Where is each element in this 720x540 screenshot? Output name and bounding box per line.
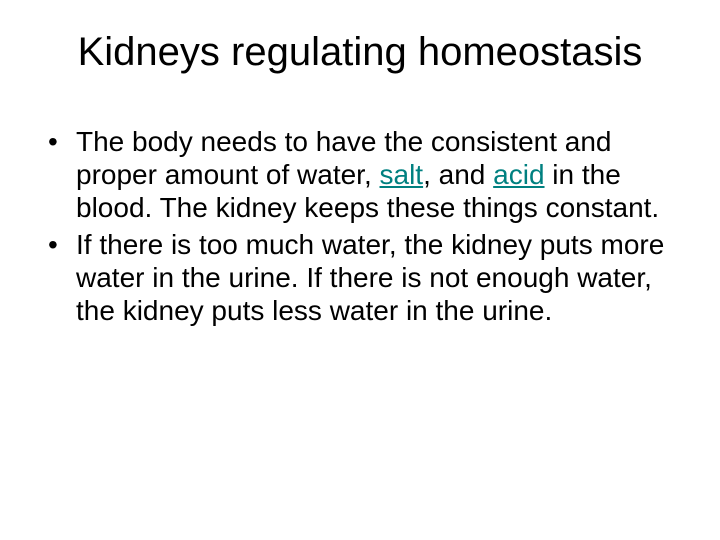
bullet-list: The body needs to have the consistent an… (40, 125, 690, 327)
bullet-text-mid: , and (423, 159, 493, 190)
list-item: The body needs to have the consistent an… (40, 125, 690, 224)
list-item: If there is too much water, the kidney p… (40, 228, 690, 327)
bullet-text: If there is too much water, the kidney p… (76, 229, 664, 326)
slide-title: Kidneys regulating homeostasis (30, 30, 690, 75)
link-salt[interactable]: salt (380, 159, 424, 190)
slide-content: The body needs to have the consistent an… (30, 125, 690, 327)
slide: Kidneys regulating homeostasis The body … (0, 0, 720, 540)
link-acid[interactable]: acid (493, 159, 544, 190)
